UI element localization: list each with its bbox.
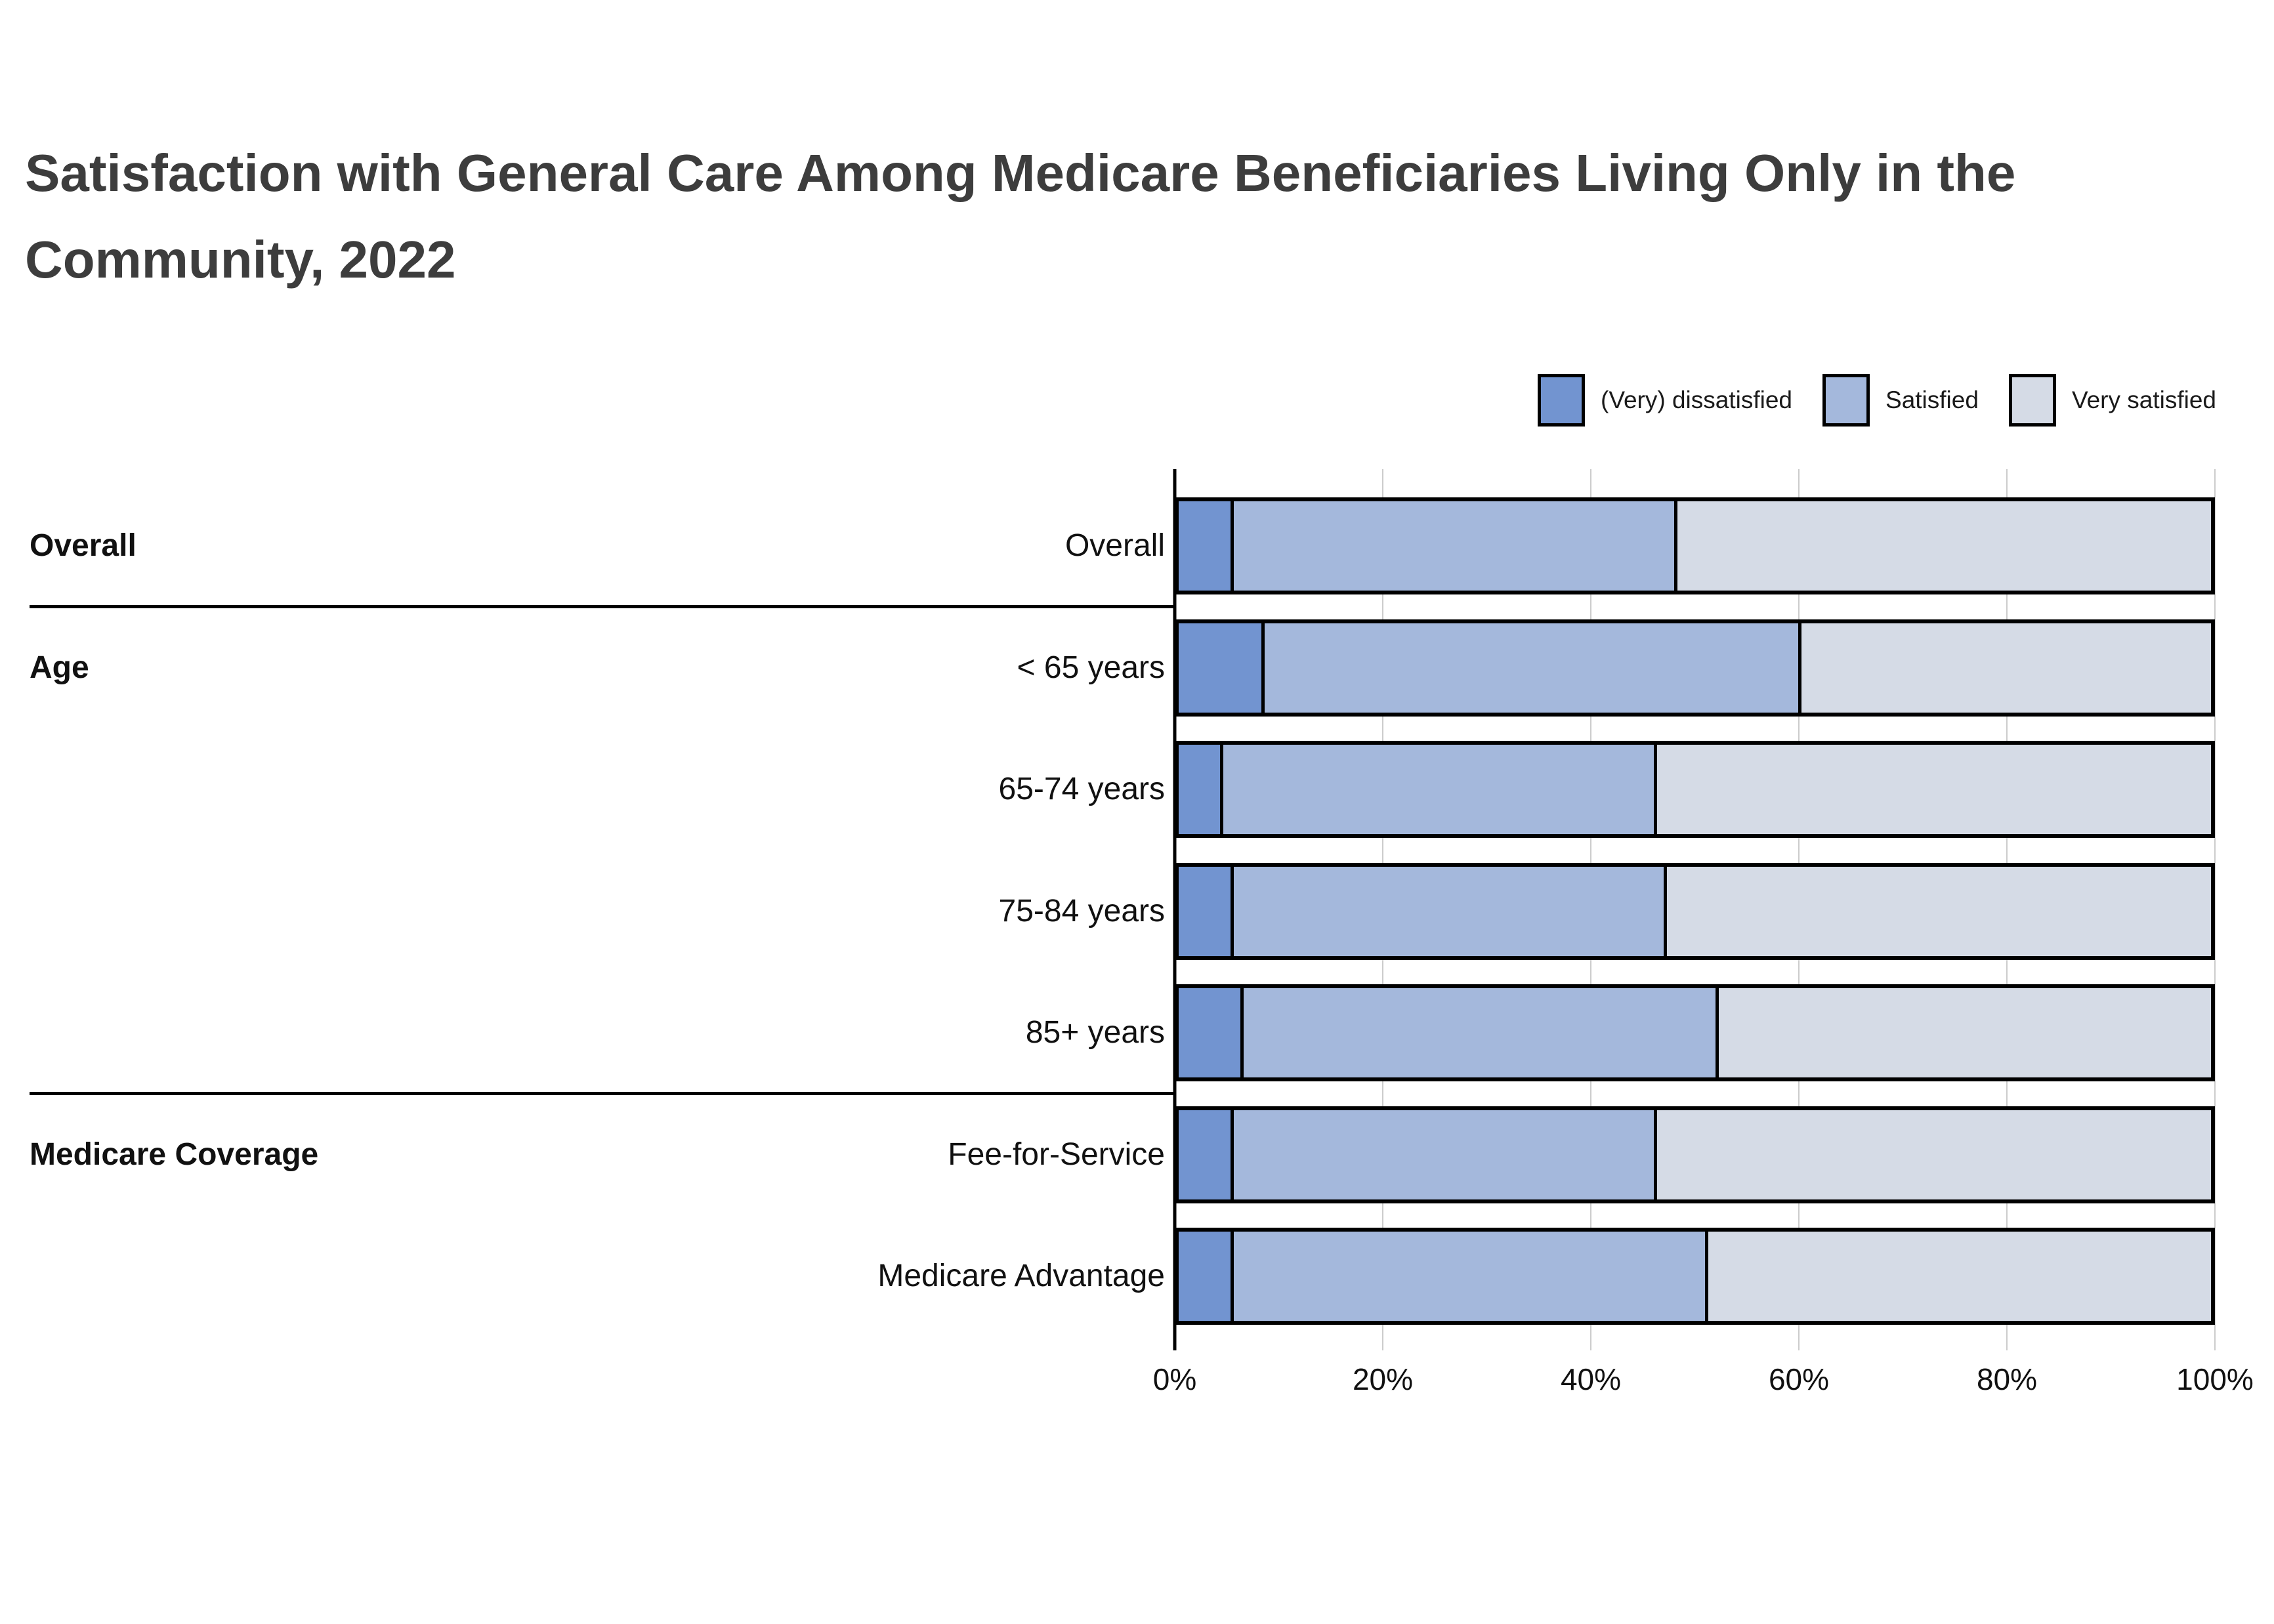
- bar-segment: [1230, 866, 1664, 956]
- legend-item: Very satisfied: [2008, 374, 2216, 427]
- bar-segment: [1705, 1232, 2211, 1321]
- stacked-bar-medicare-advantage: [1175, 1228, 2215, 1325]
- x-tick-label: 20%: [1352, 1362, 1414, 1396]
- group-separator: [30, 1092, 1175, 1096]
- stacked-bar-fee-for-service: [1175, 1106, 2215, 1203]
- bar-segment: [1653, 1110, 2211, 1199]
- legend-item: (Very) dissatisfied: [1538, 374, 1792, 427]
- stacked-bar-85-years: [1175, 984, 2215, 1081]
- bar-segment: [1179, 988, 1241, 1077]
- row-label: 75-84 years: [998, 893, 1165, 928]
- bar-segment: [1179, 623, 1261, 713]
- row-label: Overall: [1064, 528, 1165, 563]
- bar-segment: [1179, 1110, 1231, 1199]
- row-label: Medicare Advantage: [877, 1259, 1165, 1293]
- stacked-bar-overall: [1175, 497, 2215, 594]
- bar-segment: [1230, 1110, 1654, 1199]
- row-label: 85+ years: [1025, 1015, 1165, 1050]
- group-label-age: Age: [30, 650, 89, 685]
- bar-segment: [1664, 866, 2211, 956]
- row-label: 65-74 years: [998, 772, 1165, 806]
- legend-label: Very satisfied: [2071, 386, 2216, 413]
- legend: (Very) dissatisfied Satisfied Very satisfi…: [1538, 374, 2216, 427]
- bar-segment: [1179, 866, 1231, 956]
- bar-segment: [1261, 623, 1798, 713]
- chart-title: Satisfaction with General Care Among Med…: [25, 130, 2243, 303]
- legend-swatch-icon: [1822, 374, 1870, 427]
- chart-title-line2: Community, 2022: [25, 230, 456, 289]
- legend-swatch-icon: [1538, 374, 1586, 427]
- gridline: [2214, 469, 2216, 1350]
- row-label: < 65 years: [1017, 650, 1165, 685]
- stacked-bar-65-74-years: [1175, 741, 2215, 838]
- legend-label: (Very) dissatisfied: [1601, 386, 1793, 413]
- stacked-bar-75-84-years: [1175, 862, 2215, 960]
- group-separator: [30, 605, 1175, 609]
- legend-swatch-icon: [2008, 374, 2056, 427]
- legend-label: Satisfied: [1885, 386, 1979, 413]
- legend-item: Satisfied: [1822, 374, 1979, 427]
- bar-segment: [1179, 501, 1231, 591]
- row-label: Fee-for-Service: [948, 1136, 1165, 1172]
- bar-segment: [1230, 1232, 1706, 1321]
- stacked-bar--65-years: [1175, 619, 2215, 717]
- x-tick-label: 0%: [1152, 1362, 1197, 1396]
- bar-segment: [1798, 623, 2211, 713]
- group-label-overall: Overall: [30, 528, 137, 563]
- group-label-medicare-coverage: Medicare Coverage: [30, 1136, 319, 1172]
- plot-area: 0% 20% 40% 60% 80% 100%: [1153, 469, 2254, 1396]
- bar-segment: [1715, 988, 2211, 1077]
- bar-segment: [1179, 1232, 1231, 1321]
- x-tick-label: 100%: [2176, 1362, 2254, 1396]
- x-tick-label: 40%: [1560, 1362, 1622, 1396]
- x-tick-label: 60%: [1768, 1362, 1830, 1396]
- bar-segment: [1179, 745, 1220, 834]
- bar-segment: [1219, 745, 1654, 834]
- bar-segment: [1240, 988, 1716, 1077]
- bar-segment: [1230, 501, 1675, 591]
- x-tick-label: 80%: [1976, 1362, 2038, 1396]
- bar-segment: [1674, 501, 2211, 591]
- chart-title-line1: Satisfaction with General Care Among Med…: [25, 144, 2016, 202]
- bar-segment: [1653, 745, 2211, 834]
